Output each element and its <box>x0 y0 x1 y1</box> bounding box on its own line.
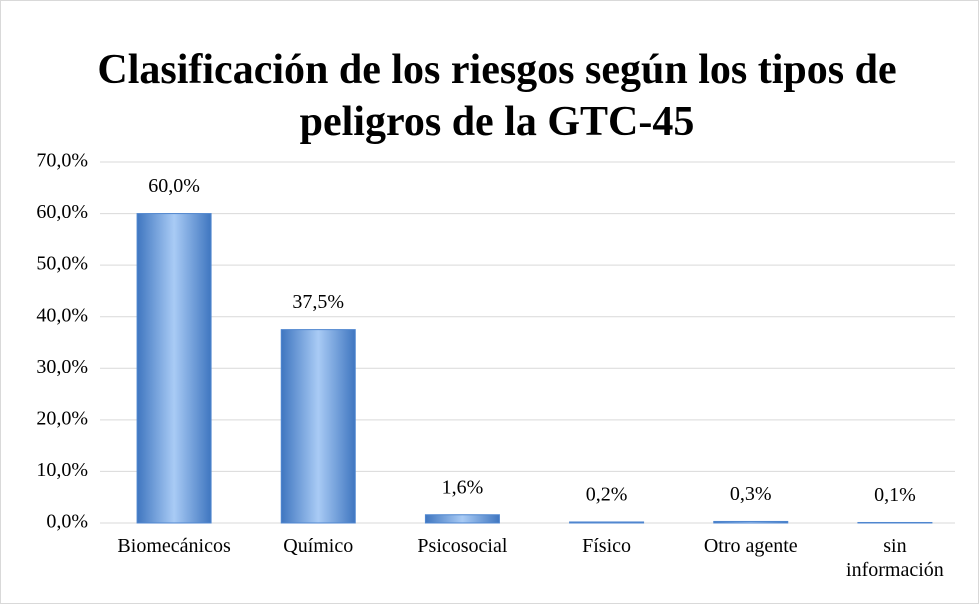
value-label: 0,2% <box>586 484 628 506</box>
value-label: 0,1% <box>874 484 916 506</box>
bar <box>569 521 645 524</box>
y-tick-label: 10,0% <box>36 459 88 481</box>
y-tick-label: 30,0% <box>36 356 88 378</box>
x-tick-label: sin información <box>846 535 944 581</box>
x-tick-label-box: Biomecánicos <box>117 534 231 558</box>
bar <box>136 213 212 524</box>
value-label: 1,6% <box>442 476 484 498</box>
x-tick-label: Químico <box>283 535 354 557</box>
x-tick-label-box: Otro agente <box>696 534 806 558</box>
x-tick-label-box: Físico <box>552 534 662 558</box>
value-label: 37,5% <box>292 291 344 313</box>
y-tick-label: 50,0% <box>36 253 88 275</box>
x-tick-label-box: Psicosocial <box>407 534 517 558</box>
chart-title: Clasificación de los riesgos según los t… <box>97 47 897 145</box>
y-tick-label: 60,0% <box>36 201 88 223</box>
x-tick-label: Psicosocial <box>417 535 508 557</box>
x-tick-label: Biomecánicos <box>117 535 231 557</box>
y-tick-label: 0,0% <box>46 511 88 533</box>
value-label: 0,3% <box>730 483 772 505</box>
value-label: 60,0% <box>148 175 200 197</box>
bar <box>857 521 933 524</box>
x-tick-label-box: Químico <box>263 534 373 558</box>
y-tick-label: 70,0% <box>36 150 88 172</box>
y-tick-label: 20,0% <box>36 407 88 429</box>
x-tick-label-box: sin información <box>840 534 950 582</box>
bar <box>713 520 789 524</box>
x-tick-label: Físico <box>582 535 632 557</box>
y-tick-label: 40,0% <box>36 304 88 326</box>
bar <box>424 514 500 524</box>
x-tick-label: Otro agente <box>703 535 798 557</box>
bar <box>280 329 356 524</box>
